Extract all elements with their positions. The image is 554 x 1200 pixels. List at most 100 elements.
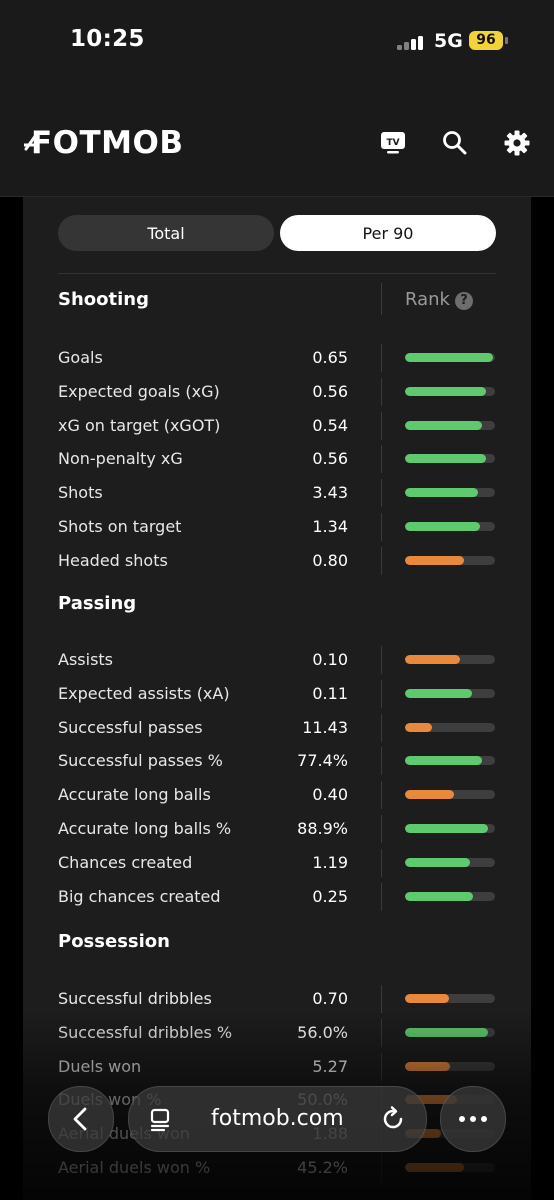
row-separator — [381, 445, 382, 474]
back-button[interactable] — [48, 1086, 114, 1152]
rank-bar — [405, 454, 495, 464]
stat-value: 0.65 — [312, 348, 348, 367]
section-title-shooting: Shooting — [58, 289, 149, 310]
stat-row[interactable]: Headed shots 0.80 — [23, 544, 531, 578]
address-bar[interactable]: fotmob.com — [128, 1086, 427, 1152]
rank-bar-fill — [405, 994, 450, 1003]
stat-value: 5.27 — [312, 1056, 348, 1076]
stat-row[interactable]: Successful passes 11.43 — [23, 711, 531, 745]
stat-value: 3.43 — [312, 483, 348, 503]
stat-row[interactable]: Big chances created 0.25 — [23, 880, 531, 914]
rank-bar — [405, 655, 495, 664]
rank-bar — [405, 857, 495, 867]
gear-icon[interactable] — [499, 125, 535, 161]
rank-bar-fill — [405, 1027, 488, 1037]
reload-icon[interactable] — [379, 1105, 407, 1133]
stat-row[interactable]: Expected goals (xG) 0.56 — [23, 375, 531, 409]
stat-value: 0.70 — [312, 989, 348, 1008]
stat-label: Shots — [58, 483, 103, 503]
stat-row[interactable]: Successful dribbles 0.70 — [23, 982, 531, 1016]
stat-value: 0.10 — [312, 650, 348, 669]
stat-value: 1.34 — [312, 517, 348, 536]
stat-row[interactable]: Accurate long balls % 88.9% — [23, 812, 531, 846]
row-separator — [381, 747, 382, 776]
stat-row[interactable]: Accurate long balls 0.40 — [23, 778, 531, 812]
rank-bar-fill — [405, 891, 473, 901]
row-separator — [381, 646, 382, 674]
row-separator — [381, 815, 382, 843]
rank-bar-fill — [405, 522, 480, 531]
rank-bar-fill — [405, 454, 486, 464]
stat-label: Expected assists (xA) — [58, 683, 230, 703]
row-separator — [381, 781, 382, 810]
section-title-possession: Possession — [58, 931, 170, 952]
stat-label: Successful dribbles % — [58, 1022, 233, 1042]
rank-bar — [405, 386, 495, 396]
row-separator — [381, 679, 382, 708]
rank-bar — [405, 790, 495, 800]
rank-bar — [405, 722, 495, 732]
row-separator — [381, 1052, 382, 1081]
stat-row[interactable]: Non-penalty xG 0.56 — [23, 442, 531, 476]
rank-bar — [405, 420, 495, 430]
stat-label: Shots on target — [58, 517, 182, 536]
stat-label: Chances created — [58, 852, 193, 872]
stat-row[interactable]: Successful passes % 77.4% — [23, 744, 531, 778]
toggle-total[interactable]: Total — [58, 215, 274, 251]
stat-label: Successful passes — [58, 717, 203, 737]
stat-label: Assists — [58, 650, 114, 669]
stat-row[interactable]: Chances created 1.19 — [23, 846, 531, 880]
stat-label: Successful dribbles — [58, 989, 212, 1008]
stat-label: Aerial duels won % — [58, 1158, 211, 1177]
search-icon[interactable] — [437, 125, 473, 161]
rank-bar — [405, 1163, 495, 1172]
stat-label: Accurate long balls — [58, 785, 211, 805]
toggle-per-90[interactable]: Per 90 — [280, 215, 496, 251]
stat-row[interactable]: Shots on target 1.34 — [23, 510, 531, 544]
stat-row[interactable]: Successful dribbles % 56.0% — [23, 1016, 531, 1050]
rank-bar — [405, 688, 495, 698]
app-header: FOTMOB TV — [0, 90, 554, 197]
rank-bar-fill — [405, 756, 483, 766]
rank-bar — [405, 555, 495, 565]
stat-row[interactable]: Expected assists (xA) 0.11 — [23, 677, 531, 711]
more-dots-icon — [459, 1116, 487, 1122]
rank-bar-fill — [405, 1061, 450, 1071]
more-button[interactable] — [440, 1086, 506, 1152]
stats-card: Total Per 90 Shooting Rank? Goals 0.65 Expec… — [23, 197, 531, 1200]
stat-value: 88.9% — [297, 819, 348, 838]
logo-mark-icon — [24, 133, 38, 151]
stat-row[interactable]: Shots 3.43 — [23, 476, 531, 510]
rank-bar — [405, 1027, 495, 1037]
stat-label: Expected goals (xG) — [58, 381, 220, 401]
stat-row[interactable]: Duels won 5.27 — [23, 1050, 531, 1084]
row-separator — [381, 377, 382, 406]
rank-bar-fill — [405, 488, 478, 498]
signal-icon — [397, 34, 427, 50]
rank-bar-fill — [405, 1163, 465, 1172]
tabs-icon[interactable] — [149, 1107, 173, 1133]
stat-row[interactable]: Aerial duels won % 45.2% — [23, 1151, 531, 1185]
stat-label: xG on target (xGOT) — [58, 415, 221, 435]
rank-bar-fill — [405, 655, 460, 664]
tv-icon[interactable]: TV — [375, 125, 411, 161]
row-separator — [381, 513, 382, 541]
stat-row[interactable]: xG on target (xGOT) 0.54 — [23, 409, 531, 443]
row-separator — [381, 1154, 382, 1182]
help-icon[interactable]: ? — [455, 292, 473, 310]
battery-tip — [505, 37, 508, 44]
stat-value: 56.0% — [297, 1022, 348, 1042]
stat-row[interactable]: Assists 0.10 — [23, 643, 531, 677]
rank-bar — [405, 353, 495, 362]
stat-label: Successful passes % — [58, 751, 223, 771]
stat-value: 0.11 — [312, 683, 348, 703]
stat-label: Accurate long balls % — [58, 819, 232, 838]
stat-row[interactable]: Goals 0.65 — [23, 341, 531, 375]
header-separator — [381, 283, 382, 315]
stat-value: 0.40 — [312, 785, 348, 805]
stat-value: 0.56 — [312, 449, 348, 469]
row-separator — [381, 344, 382, 372]
fotmob-logo[interactable]: FOTMOB — [24, 123, 184, 163]
rank-bar — [405, 756, 495, 766]
stat-value: 11.43 — [302, 717, 348, 737]
